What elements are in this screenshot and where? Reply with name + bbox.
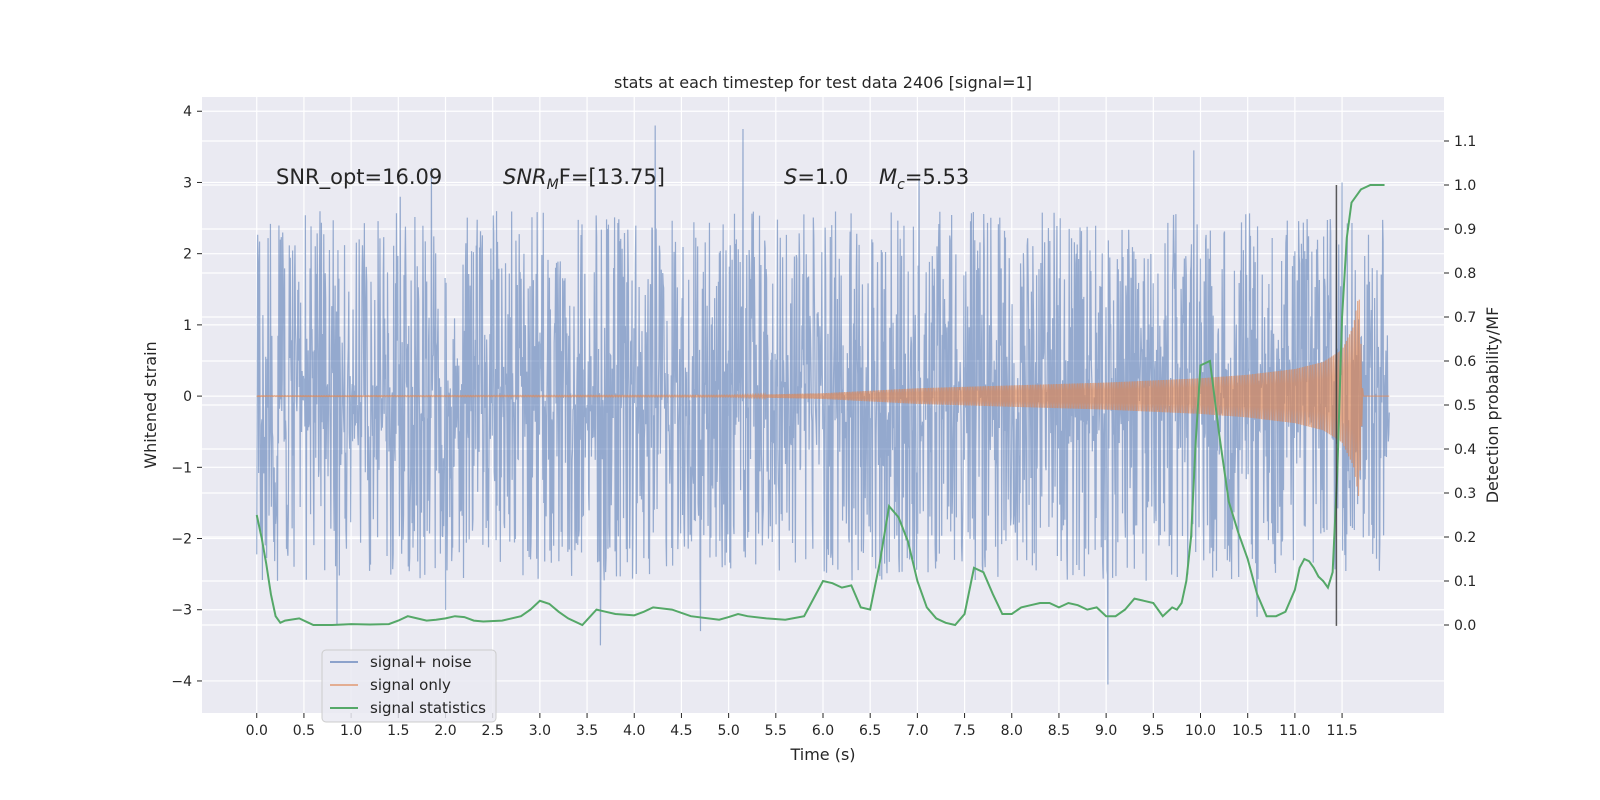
y-tick-label-right: 0.0 (1454, 618, 1476, 634)
y-tick-label-right: 1.0 (1454, 178, 1476, 194)
x-tick-label: 11.5 (1326, 723, 1357, 739)
x-tick-label: 11.0 (1279, 723, 1310, 739)
x-tick-label: 1.5 (387, 723, 409, 739)
x-tick-label: 4.5 (670, 723, 692, 739)
series-line-signal-only (256, 299, 1390, 497)
x-tick-label: 7.5 (953, 723, 975, 739)
y-axis-label-right: Detection probability/MF (1483, 307, 1502, 504)
legend-frame (321, 649, 497, 723)
y-tick-label-right: 0.9 (1454, 222, 1476, 238)
series-line-signal-statistics (255, 184, 1385, 627)
y-tick-label-left: −1 (171, 460, 192, 476)
y-tick-label-left: 2 (183, 247, 192, 263)
x-tick-label: 2.5 (482, 723, 504, 739)
x-tick-label: 9.5 (1142, 723, 1164, 739)
legend-label-signal-statistics: signal statistics (370, 699, 486, 717)
x-tick-label: 3.0 (529, 723, 551, 739)
x-tick-label: 1.0 (340, 723, 362, 739)
series-signal-noise (256, 125, 1390, 685)
y-tick-label-left: 3 (183, 175, 192, 191)
series-signal-statistics (255, 184, 1385, 627)
legend-label-signal-only: signal only (370, 676, 451, 694)
y-tick-label-right: 0.7 (1454, 310, 1476, 326)
x-tick-label: 6.0 (812, 723, 834, 739)
y-tick-label-left: 0 (183, 389, 192, 405)
y-tick-label-right: 0.2 (1454, 530, 1476, 546)
y-tick-label-right: 0.3 (1454, 486, 1476, 502)
y-tick-label-left: −4 (171, 674, 192, 690)
annotation-snr-opt: SNR_opt=16.09 (276, 165, 442, 190)
chart-title: stats at each timestep for test data 240… (614, 73, 1032, 92)
y-tick-label-right: 0.1 (1454, 574, 1476, 590)
annotation-snr-mf: SNRMF=[13.75] (503, 165, 665, 193)
y-tick-label-left: 4 (183, 104, 192, 120)
x-tick-label: 3.5 (576, 723, 598, 739)
annotation-s-value: S=1.0 (784, 165, 848, 189)
y-tick-label-left: −2 (171, 532, 192, 548)
x-axis-label: Time (s) (789, 745, 855, 764)
x-tick-label: 0.0 (246, 723, 268, 739)
y-tick-label-right: 0.5 (1454, 398, 1476, 414)
x-axis-ticks: 0.0 0.5 1.0 1.5 2.0 2.5 3.0 3.5 4.0 4.5 5.0 5.5 6.0 6… (246, 713, 1358, 739)
x-tick-label: 7.0 (906, 723, 928, 739)
annotation-mc-value: Mc=5.53 (879, 165, 969, 193)
x-tick-label: 6.5 (859, 723, 881, 739)
x-tick-label: 8.5 (1048, 723, 1070, 739)
x-tick-label: 0.5 (293, 723, 315, 739)
x-tick-label: 8.0 (1001, 723, 1023, 739)
x-tick-label: 5.5 (765, 723, 787, 739)
y-tick-label-right: 1.1 (1454, 134, 1476, 150)
y-axis-label-left: Whitened strain (141, 341, 160, 468)
x-tick-label: 9.0 (1095, 723, 1117, 739)
x-tick-label: 10.0 (1185, 723, 1216, 739)
y-tick-label-right: 0.8 (1454, 266, 1476, 282)
x-tick-label: 10.5 (1232, 723, 1263, 739)
y-tick-label-left: −3 (171, 603, 192, 619)
y-tick-label-left: 1 (183, 318, 192, 334)
y-axis-left-ticks: −4 −3 −2 −1 0 1 2 3 4 (171, 104, 202, 690)
x-tick-label: 2.0 (434, 723, 456, 739)
series-signal-only (256, 299, 1390, 497)
legend-label-signal-noise: signal+ noise (370, 653, 472, 671)
x-tick-label: 5.0 (717, 723, 739, 739)
series-line-signal-noise (256, 125, 1390, 685)
y-tick-label-right: 0.4 (1454, 442, 1476, 458)
y-tick-label-right: 0.6 (1454, 354, 1476, 370)
y-axis-right-ticks: 0.0 0.1 0.2 0.3 0.4 0.5 0.6 0.7 0.8 0.9 1.0 1.1 (1444, 134, 1476, 634)
x-tick-label: 4.0 (623, 723, 645, 739)
legend: signal+ noise signal only signal statist… (321, 649, 497, 723)
